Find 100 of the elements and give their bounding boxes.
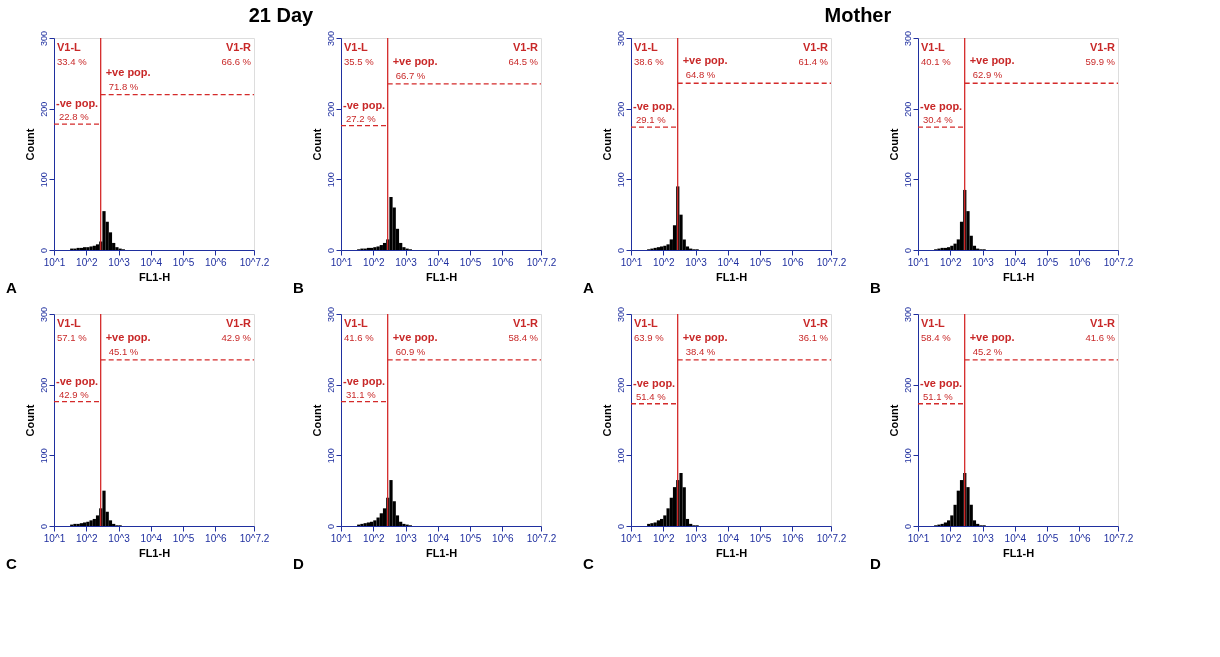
- annotation: -ve pop.: [343, 374, 386, 387]
- x-axis-title: FL1-H: [1002, 546, 1035, 559]
- annotation: +ve pop.: [969, 330, 1015, 343]
- annotation: V1-L: [634, 317, 659, 329]
- annotation: 35.5 %: [344, 56, 375, 67]
- text: D: [870, 555, 881, 572]
- y-tick-label: 0: [902, 523, 913, 530]
- y-tick-label: 0: [325, 247, 336, 254]
- annotation: V1-L: [344, 41, 369, 53]
- annotation: -ve pop.: [343, 98, 386, 111]
- annotation: -ve pop.: [920, 376, 963, 389]
- annotation: +ve pop.: [105, 65, 151, 78]
- text: C: [6, 555, 17, 572]
- x-tick-label: 10^4: [140, 532, 163, 544]
- y-tick-label: 0: [325, 523, 336, 530]
- x-tick-label: 10^1: [907, 256, 930, 268]
- x-tick-label: 10^4: [140, 256, 163, 268]
- annotation: V1-R: [802, 317, 829, 329]
- annotation: 59.9 %: [1085, 56, 1116, 67]
- x-axis-title: FL1-H: [425, 546, 458, 559]
- x-tick-label: 10^4: [427, 256, 450, 268]
- x-tick-label: 10^2: [363, 532, 385, 544]
- text: A: [583, 279, 594, 296]
- x-tick-label: 10^7.2: [239, 532, 270, 544]
- x-tick-label: 10^4: [717, 532, 740, 544]
- chart-title: Mother: [824, 3, 892, 26]
- x-tick-label: 10^6: [782, 256, 804, 268]
- y-tick-label: 200: [615, 101, 626, 117]
- annotation: 38.4 %: [685, 345, 716, 357]
- x-tick-label: 10^1: [907, 532, 930, 544]
- y-tick-label: 300: [325, 306, 336, 323]
- x-axis-title: FL1-H: [138, 270, 171, 283]
- y-tick-label: 300: [38, 30, 49, 47]
- x-tick-label: 10^2: [653, 532, 675, 544]
- annotation: 42.9 %: [59, 388, 90, 400]
- x-tick-label: 10^1: [330, 256, 353, 268]
- y-tick-label: 0: [38, 523, 49, 530]
- text: A: [6, 279, 17, 296]
- x-tick-label: 10^7.2: [1103, 256, 1134, 268]
- x-tick-label: 10^3: [108, 532, 131, 544]
- x-tick-label: 10^7.2: [239, 256, 270, 268]
- text: C: [583, 555, 594, 572]
- text: D: [293, 555, 304, 572]
- x-tick-label: 10^4: [1004, 532, 1027, 544]
- x-tick-label: 10^1: [620, 256, 643, 268]
- annotation: +ve pop.: [682, 330, 728, 343]
- annotation: V1-R: [1089, 317, 1116, 329]
- annotation: V1-L: [921, 317, 946, 329]
- x-tick-label: 10^7.2: [526, 256, 557, 268]
- y-tick-label: 100: [615, 172, 626, 188]
- x-tick-label: 10^3: [972, 256, 995, 268]
- x-tick-label: 10^1: [330, 532, 353, 544]
- annotation: V1-R: [225, 317, 252, 329]
- annotation: 58.4 %: [508, 332, 539, 343]
- annotation: 30.4 %: [923, 114, 954, 126]
- annotation: +ve pop.: [392, 54, 438, 67]
- x-tick-label: 10^3: [685, 256, 708, 268]
- annotation: 60.9 %: [395, 345, 426, 357]
- x-tick-label: 10^2: [940, 532, 962, 544]
- y-tick-label: 100: [38, 448, 49, 464]
- x-tick-label: 10^5: [1036, 532, 1059, 544]
- annotation: V1-R: [802, 41, 829, 53]
- y-axis-title: Count: [310, 404, 323, 437]
- annotation: 66.7 %: [395, 69, 426, 81]
- x-tick-label: 10^5: [749, 256, 772, 268]
- x-tick-label: 10^2: [363, 256, 385, 268]
- annotation: V1-R: [1089, 41, 1116, 53]
- x-tick-label: 10^4: [717, 256, 740, 268]
- y-tick-label: 200: [902, 101, 913, 117]
- y-axis-title: Count: [310, 128, 323, 161]
- annotation: 63.9 %: [634, 332, 665, 343]
- y-tick-label: 0: [902, 247, 913, 254]
- annotation: 40.1 %: [921, 56, 952, 67]
- x-tick-label: 10^2: [76, 532, 98, 544]
- annotation: V1-L: [634, 41, 659, 53]
- x-tick-label: 10^6: [492, 532, 514, 544]
- y-tick-label: 200: [902, 377, 913, 393]
- x-tick-label: 10^6: [1069, 256, 1091, 268]
- x-tick-label: 10^6: [1069, 532, 1091, 544]
- y-tick-label: 300: [615, 30, 626, 47]
- y-tick-label: 300: [902, 30, 913, 47]
- annotation: V1-R: [512, 317, 539, 329]
- y-tick-label: 200: [325, 377, 336, 393]
- annotation: V1-L: [57, 317, 82, 329]
- text: B: [870, 279, 881, 296]
- annotation: V1-R: [512, 41, 539, 53]
- y-tick-label: 100: [325, 172, 336, 188]
- annotation: +ve pop.: [682, 54, 728, 67]
- y-axis-title: Count: [887, 128, 900, 161]
- annotation: 57.1 %: [57, 332, 88, 343]
- annotation: V1-L: [921, 41, 946, 53]
- annotation: +ve pop.: [969, 54, 1015, 67]
- annotation: 27.2 %: [346, 112, 377, 124]
- x-axis-title: FL1-H: [715, 546, 748, 559]
- annotation: -ve pop.: [56, 374, 99, 387]
- annotation: 71.8 %: [108, 80, 139, 92]
- y-axis-title: Count: [600, 404, 613, 437]
- y-tick-label: 100: [325, 448, 336, 464]
- annotation: 31.1 %: [346, 388, 377, 400]
- text: B: [293, 279, 304, 296]
